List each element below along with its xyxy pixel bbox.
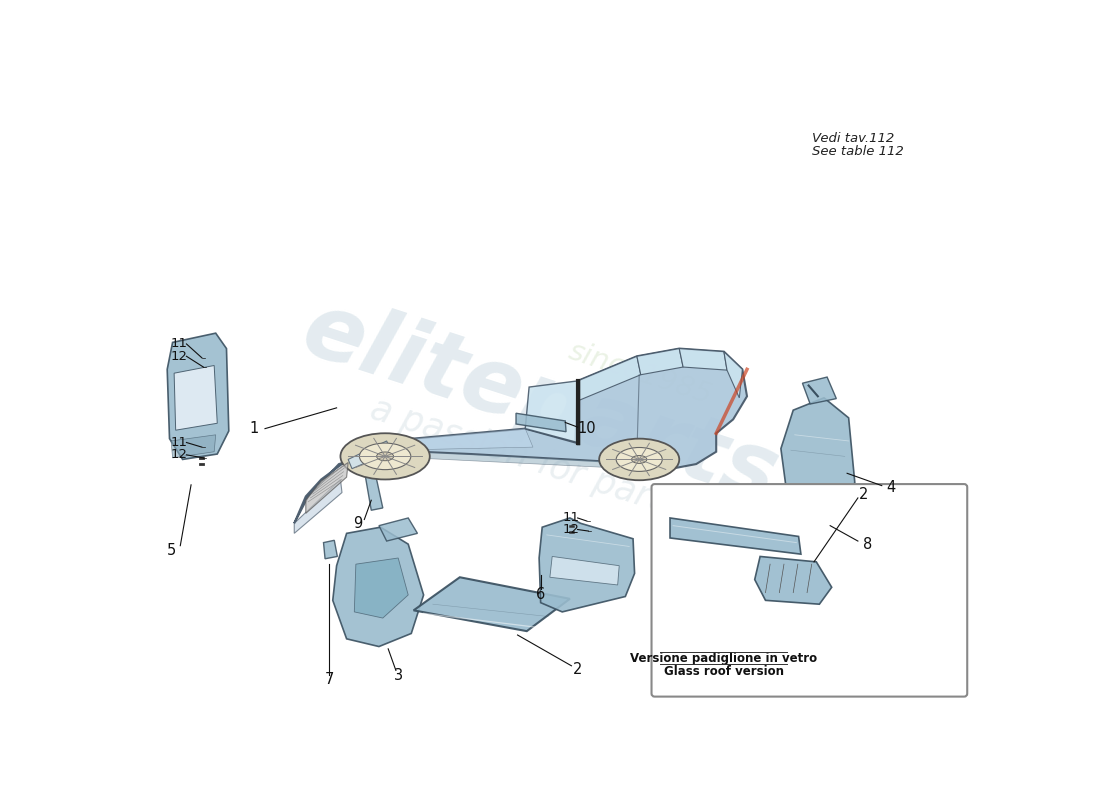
Polygon shape — [295, 349, 747, 523]
Text: 1: 1 — [250, 421, 258, 436]
Ellipse shape — [341, 434, 430, 479]
Polygon shape — [670, 518, 801, 554]
Text: 12: 12 — [562, 523, 580, 536]
Polygon shape — [387, 429, 534, 450]
Polygon shape — [755, 557, 832, 604]
Polygon shape — [637, 349, 683, 374]
Text: 6: 6 — [536, 587, 546, 602]
Polygon shape — [348, 441, 392, 469]
Text: Vedi tav.112: Vedi tav.112 — [812, 132, 894, 145]
Text: 3: 3 — [394, 667, 403, 682]
Polygon shape — [526, 381, 578, 442]
Ellipse shape — [600, 438, 680, 480]
Polygon shape — [295, 479, 342, 534]
Polygon shape — [739, 557, 839, 621]
Text: 2: 2 — [859, 487, 869, 502]
Text: 7: 7 — [324, 672, 334, 687]
Polygon shape — [539, 518, 635, 612]
Text: 11: 11 — [562, 511, 580, 525]
Polygon shape — [803, 377, 836, 404]
Ellipse shape — [376, 452, 394, 461]
Polygon shape — [414, 578, 570, 631]
Polygon shape — [174, 366, 218, 430]
Text: since1985: since1985 — [565, 337, 716, 410]
Ellipse shape — [360, 443, 410, 470]
Polygon shape — [680, 349, 727, 370]
Polygon shape — [354, 558, 408, 618]
Polygon shape — [724, 352, 743, 398]
Text: 9: 9 — [353, 516, 362, 531]
Text: Glass roof version: Glass roof version — [664, 666, 784, 678]
Polygon shape — [781, 398, 855, 514]
Text: 2: 2 — [573, 662, 582, 677]
Polygon shape — [578, 356, 640, 401]
Polygon shape — [365, 473, 383, 510]
Polygon shape — [332, 527, 424, 646]
Text: 12: 12 — [172, 350, 188, 362]
Polygon shape — [516, 414, 566, 432]
Text: 10: 10 — [578, 421, 596, 436]
Text: 4: 4 — [887, 480, 895, 494]
Polygon shape — [550, 557, 619, 585]
Ellipse shape — [631, 455, 647, 463]
Text: 12: 12 — [172, 448, 188, 462]
Polygon shape — [167, 333, 229, 459]
Polygon shape — [306, 462, 348, 514]
Text: eliteparts: eliteparts — [292, 286, 790, 522]
Text: See table 112: See table 112 — [812, 145, 903, 158]
Text: a passion for parts: a passion for parts — [366, 392, 684, 524]
Text: 5: 5 — [166, 542, 176, 558]
Ellipse shape — [616, 447, 662, 471]
Polygon shape — [323, 540, 338, 558]
Text: Versione padiglione in vetro: Versione padiglione in vetro — [630, 651, 817, 665]
Polygon shape — [378, 518, 418, 541]
Text: 8: 8 — [864, 537, 872, 552]
Text: 11: 11 — [172, 338, 188, 350]
Polygon shape — [383, 450, 616, 468]
Polygon shape — [172, 435, 216, 458]
Text: 11: 11 — [172, 436, 188, 449]
FancyBboxPatch shape — [651, 484, 967, 697]
